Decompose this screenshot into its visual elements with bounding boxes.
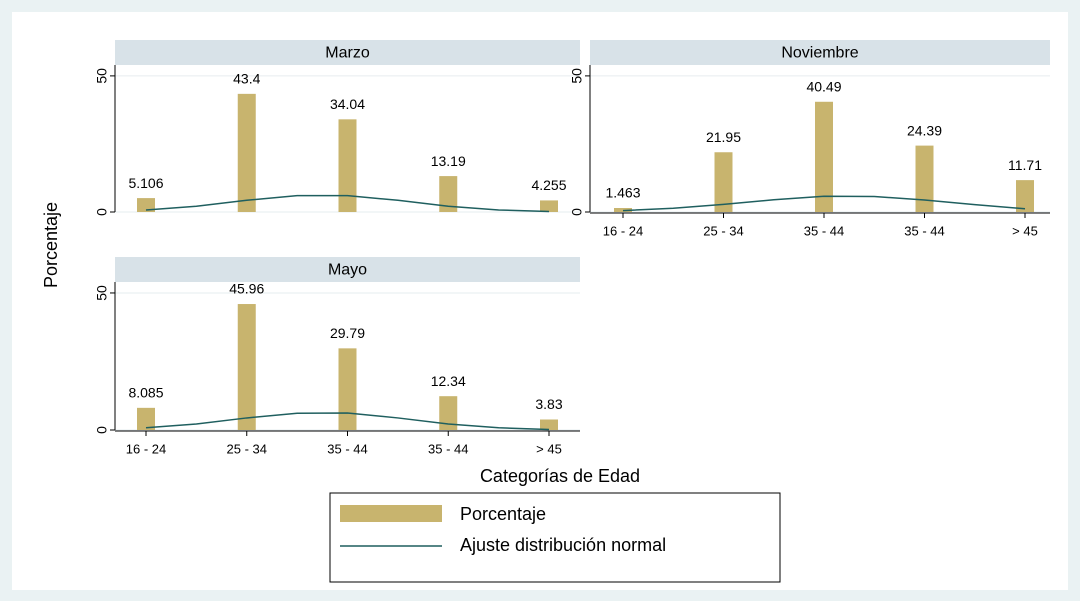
value-label: 40.49 [806, 78, 841, 94]
legend-label: Ajuste distribución normal [460, 535, 666, 555]
bar [815, 101, 833, 212]
bar [137, 407, 155, 430]
value-label: 24.39 [907, 122, 942, 138]
value-label: 5.106 [128, 175, 163, 191]
panel-strip [115, 257, 580, 282]
bar [540, 200, 558, 212]
y-tick-label: 0 [94, 426, 110, 434]
x-tick-label: > 45 [536, 441, 562, 456]
bar [137, 198, 155, 212]
y-tick-label: 50 [569, 68, 585, 84]
bar [915, 145, 934, 212]
y-tick-label: 50 [94, 285, 110, 301]
x-tick-label: 25 - 34 [227, 441, 267, 456]
y-tick-label: 50 [94, 68, 110, 84]
x-axis-title: Categorías de Edad [480, 466, 640, 486]
legend-label: Porcentaje [460, 504, 546, 524]
bar [714, 152, 733, 212]
x-tick-label: 35 - 44 [904, 223, 944, 238]
x-tick-label: 16 - 24 [603, 223, 643, 238]
value-label: 43.4 [233, 71, 260, 87]
value-label: 29.79 [330, 325, 365, 341]
normal-curve [145, 412, 550, 431]
value-label: 34.04 [330, 96, 365, 112]
x-tick-label: > 45 [1012, 223, 1038, 238]
value-label: 4.255 [531, 177, 566, 193]
value-label: 12.34 [431, 373, 466, 389]
x-tick-label: 35 - 44 [327, 441, 367, 456]
bar [338, 348, 357, 430]
y-tick-label: 0 [94, 208, 110, 216]
bar [540, 419, 558, 430]
normal-curve [622, 195, 1026, 212]
panel-strip [590, 40, 1050, 65]
bar [439, 396, 458, 430]
panel-title: Marzo [325, 45, 370, 62]
y-tick-label: 0 [569, 208, 585, 216]
panel-title: Noviembre [781, 45, 858, 62]
bar [439, 176, 458, 212]
value-label: 3.83 [535, 396, 562, 412]
legend-swatch [340, 505, 442, 522]
panel-title: Mayo [328, 262, 367, 279]
value-label: 8.085 [128, 385, 163, 401]
value-label: 13.19 [431, 153, 466, 169]
normal-curve [145, 194, 550, 213]
x-tick-label: 16 - 24 [126, 441, 166, 456]
value-label: 11.71 [1008, 157, 1042, 173]
bar [1016, 180, 1034, 212]
x-tick-label: 35 - 44 [804, 223, 844, 238]
value-label: 45.96 [229, 281, 264, 297]
bar [338, 119, 357, 212]
x-tick-label: 35 - 44 [428, 441, 468, 456]
x-tick-label: 25 - 34 [703, 223, 743, 238]
bar [237, 93, 256, 212]
y-axis-title: Porcentaje [41, 202, 61, 288]
value-label: 1.463 [605, 185, 640, 201]
panel-strip [115, 40, 580, 65]
bar [237, 304, 256, 430]
value-label: 21.95 [706, 129, 741, 145]
